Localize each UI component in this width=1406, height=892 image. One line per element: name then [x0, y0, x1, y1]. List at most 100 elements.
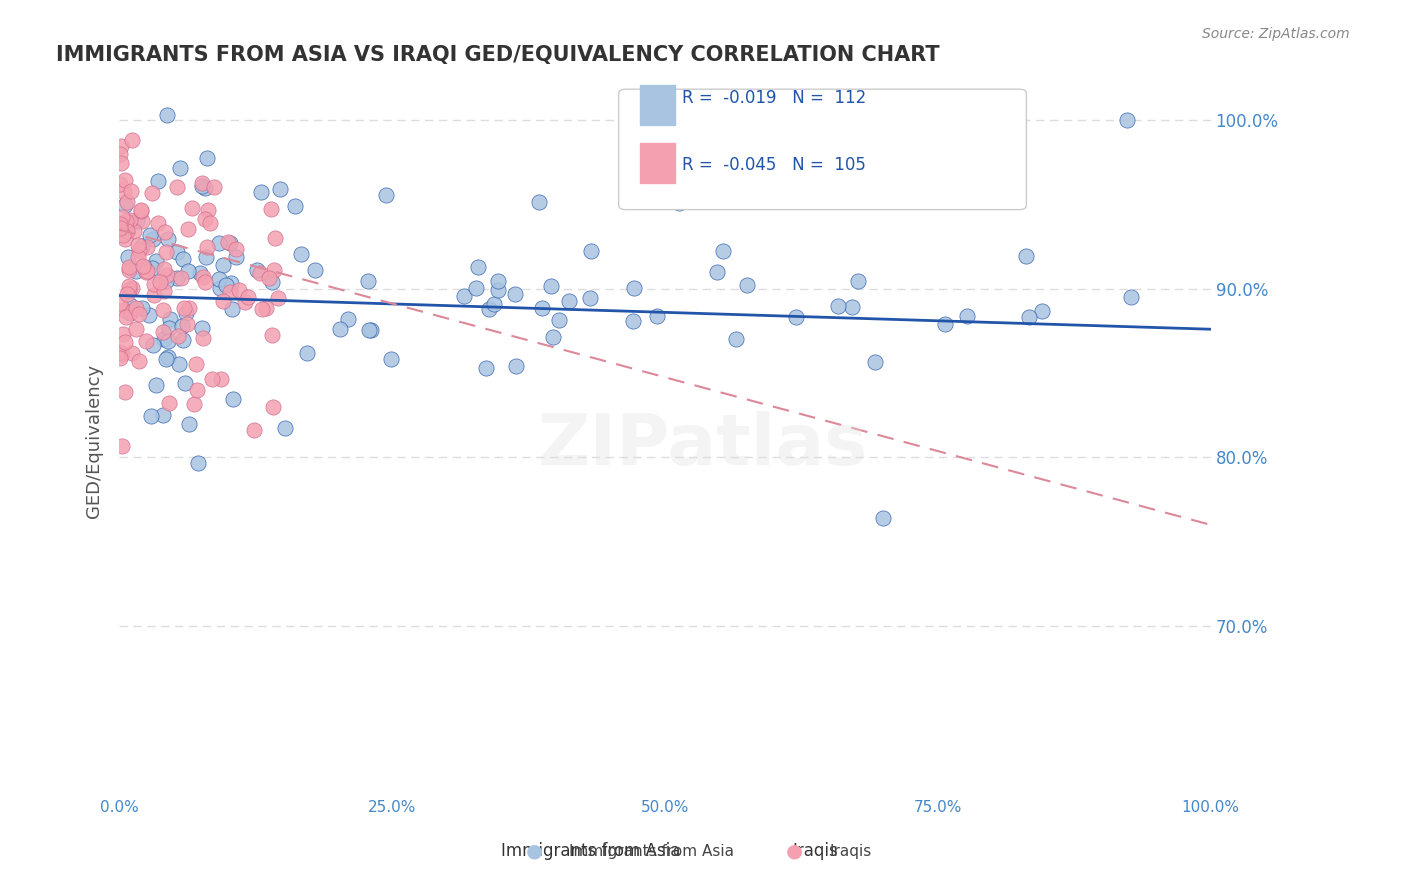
Iraqis — [157, 396, 180, 410]
Iraqis — [110, 177, 132, 191]
Immigrants from Asia — [872, 511, 894, 525]
Immigrants from Asia — [711, 244, 734, 258]
Iraqis — [209, 372, 232, 386]
Immigrants from Asia — [145, 254, 167, 268]
Immigrants from Asia — [167, 357, 190, 371]
Iraqis — [173, 301, 195, 315]
Iraqis — [177, 301, 200, 316]
Iraqis — [170, 271, 193, 285]
Iraqis — [118, 213, 141, 227]
Immigrants from Asia — [482, 297, 505, 311]
Iraqis — [115, 310, 138, 325]
Immigrants from Asia — [273, 421, 295, 435]
Iraqis — [132, 259, 155, 273]
Immigrants from Asia — [375, 187, 398, 202]
Immigrants from Asia — [172, 252, 194, 267]
Immigrants from Asia — [503, 286, 526, 301]
Text: Immigrants from Asia: Immigrants from Asia — [569, 845, 734, 859]
Iraqis — [152, 326, 174, 340]
Immigrants from Asia — [187, 456, 209, 470]
Iraqis — [191, 176, 214, 190]
Immigrants from Asia — [142, 338, 165, 352]
Immigrants from Asia — [579, 291, 602, 305]
Iraqis — [195, 240, 218, 254]
Immigrants from Asia — [557, 293, 579, 308]
Iraqis — [141, 186, 163, 201]
Immigrants from Asia — [179, 417, 201, 431]
Immigrants from Asia — [156, 231, 179, 245]
Immigrants from Asia — [155, 351, 177, 366]
Iraqis — [114, 173, 136, 187]
Iraqis — [152, 302, 174, 317]
Immigrants from Asia — [152, 333, 174, 347]
Iraqis — [212, 293, 235, 308]
Iraqis — [125, 301, 148, 316]
Immigrants from Asia — [166, 271, 188, 285]
Immigrants from Asia — [118, 306, 141, 320]
Iraqis — [112, 302, 135, 317]
Iraqis — [128, 307, 150, 321]
Iraqis — [127, 250, 149, 264]
Immigrants from Asia — [706, 264, 728, 278]
Immigrants from Asia — [188, 266, 211, 280]
Iraqis — [118, 279, 141, 293]
Iraqis — [118, 262, 141, 277]
Immigrants from Asia — [174, 376, 197, 390]
Immigrants from Asia — [138, 227, 160, 242]
Iraqis — [260, 328, 283, 343]
Text: ZIPatlas: ZIPatlas — [538, 411, 868, 481]
Immigrants from Asia — [134, 260, 156, 274]
Immigrants from Asia — [467, 260, 489, 275]
Immigrants from Asia — [543, 330, 565, 344]
Iraqis — [263, 263, 285, 277]
Iraqis — [236, 290, 259, 304]
Iraqis — [260, 202, 283, 216]
Immigrants from Asia — [329, 322, 352, 336]
Immigrants from Asia — [125, 214, 148, 228]
Immigrants from Asia — [262, 275, 284, 289]
Immigrants from Asia — [246, 263, 269, 277]
Iraqis — [121, 281, 143, 295]
Immigrants from Asia — [284, 199, 307, 213]
Immigrants from Asia — [138, 308, 160, 322]
Iraqis — [198, 216, 221, 230]
Immigrants from Asia — [527, 195, 550, 210]
Immigrants from Asia — [170, 318, 193, 333]
Immigrants from Asia — [380, 352, 402, 367]
Immigrants from Asia — [157, 350, 180, 364]
Immigrants from Asia — [465, 281, 488, 295]
Iraqis — [186, 383, 208, 397]
Immigrants from Asia — [737, 278, 759, 293]
Immigrants from Asia — [1015, 249, 1038, 263]
Iraqis — [267, 291, 290, 305]
Iraqis — [110, 139, 132, 153]
Iraqis — [153, 284, 176, 298]
Iraqis — [264, 230, 287, 244]
Immigrants from Asia — [155, 274, 177, 288]
Immigrants from Asia — [190, 320, 212, 334]
Iraqis — [128, 244, 150, 258]
Iraqis — [115, 287, 138, 301]
Immigrants from Asia — [142, 232, 165, 246]
Text: R =  -0.045   N =  105: R = -0.045 N = 105 — [682, 156, 866, 174]
Immigrants from Asia — [336, 312, 359, 326]
Immigrants from Asia — [1031, 304, 1053, 318]
Iraqis — [135, 264, 157, 278]
Immigrants from Asia — [547, 312, 569, 326]
Iraqis — [110, 221, 132, 235]
Immigrants from Asia — [623, 281, 645, 295]
Iraqis — [111, 228, 134, 243]
Iraqis — [120, 184, 142, 198]
Iraqis — [167, 329, 190, 343]
Immigrants from Asia — [141, 260, 163, 275]
Iraqis — [181, 201, 204, 215]
Iraqis — [124, 224, 146, 238]
Iraqis — [166, 179, 188, 194]
Iraqis — [194, 275, 217, 289]
Immigrants from Asia — [295, 345, 318, 359]
Immigrants from Asia — [177, 264, 200, 278]
Iraqis — [110, 156, 132, 170]
Immigrants from Asia — [212, 258, 235, 272]
Iraqis — [115, 214, 138, 228]
Immigrants from Asia — [209, 281, 232, 295]
